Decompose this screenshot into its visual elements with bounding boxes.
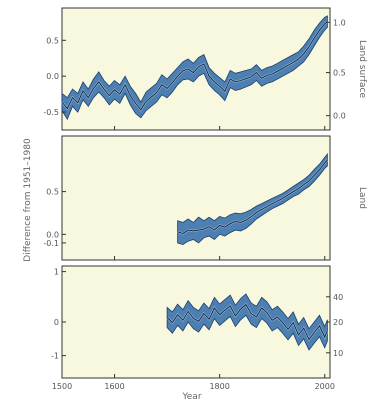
top-right-tick-label: 0.5	[333, 69, 346, 78]
bottom-right-tick-label: 40	[333, 293, 343, 302]
top-right-tick-label: 1.0	[333, 18, 346, 27]
top-mean-line	[61, 21, 328, 111]
top-right-axis-label: Land surface	[357, 40, 367, 99]
middle-panel: 0.5 0.0-0.1 Land	[43, 135, 367, 261]
bottom-left-tick-label: 1	[54, 268, 59, 277]
middle-left-tick-label: 0.0	[46, 230, 59, 239]
bottom-right-tick-label: 20	[333, 318, 343, 327]
middle-right-axis-label: Land	[357, 187, 367, 209]
bottom-mean-line	[166, 303, 328, 341]
x-axis-label: Year	[181, 392, 201, 402]
middle-left-tick-label: -0.1	[43, 239, 59, 248]
x-tick-label: 1500	[52, 382, 72, 391]
left-axis-label: Difference from 1951–1980	[23, 138, 33, 262]
top-panel: 0.5 0.0 -0.5 1.0 0.5 0.0 Land surface	[43, 7, 367, 131]
x-tick-label: 1800	[209, 382, 229, 391]
top-left-tick-label: 0.0	[46, 72, 59, 81]
x-tick-label: 1600	[104, 382, 124, 391]
bottom-left-tick-label: 0	[54, 318, 59, 327]
middle-left-tick-label: 0.5	[46, 188, 59, 197]
top-right-tick-label: 0.0	[333, 112, 346, 121]
x-tick-label: 2000	[315, 382, 335, 391]
middle-uncertainty-band	[177, 152, 328, 246]
bottom-left-tick-label: -1	[51, 352, 59, 361]
middle-mean-line	[177, 159, 328, 234]
bottom-uncertainty-band	[166, 293, 328, 351]
top-left-tick-label: -0.5	[43, 108, 59, 117]
top-left-tick-label: 0.5	[46, 36, 59, 45]
bottom-right-tick-label: 10	[333, 349, 343, 358]
